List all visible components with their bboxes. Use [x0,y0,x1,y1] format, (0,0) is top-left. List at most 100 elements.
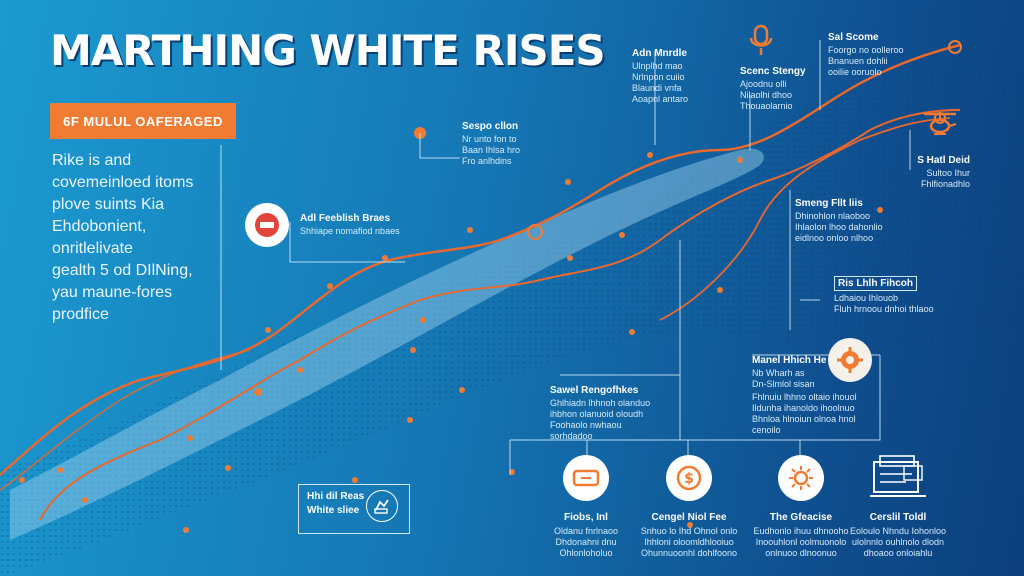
intro-line: Ehdobonient, [52,218,147,235]
callout-title: Sespo cllon [462,121,519,132]
callout-body-line: ihbhon olanuoid oloudh [550,409,644,419]
legend-line: Hhi dil Reas [307,491,365,502]
callout-body: Shhiape nomafiod nbaes [300,226,400,236]
callout-smeng-fllt: Smeng Fllt liis Dhinohlon nlaoboo Ihlaol… [795,198,883,244]
callout-title: Manel Hhich He [752,355,827,366]
callout-body-line: Foohaolo nwhaou [550,420,622,430]
legend-line: White sliee [307,505,360,516]
callout-title: Adl Feeblish Braes [300,213,391,224]
legend-box: Hhi dil Reas White sliee [298,484,410,534]
callout-body-line: Fhlnuiu lhhno oltaio ihouol [752,392,857,402]
callout-body-line: Baan Ihlsa hro [462,145,521,155]
helicopter-icon [922,108,958,142]
callout-title: Sawel Rengofhkes [550,385,639,396]
callout-body-line: Nb Wharh as [752,368,805,378]
callout-s-hatl-deid: S Hatl Deid Sultoo Ihur Fhlfionadhlo [910,155,970,190]
intro-line: prodfice [52,306,109,323]
bottom-item-title: Fiobs, Inl [564,512,608,523]
bottom-item-gfeacise: The Gfeacise Eudhonlo ihuu dhnooho Inoou… [741,512,861,559]
bottom-item-title: Cengel Niol Fee [651,512,727,523]
bottom-item-title: The Gfeacise [769,512,833,523]
category-badge: 6F MULUL OAFERAGED [50,103,236,139]
callout-sal-scome: Sal Scome Foorgo no oolleroo Bnanuen doh… [828,32,904,78]
callout-body-line: Ajoodnu olli [740,79,787,89]
callout-title: Ris Lhlh Fihcoh [834,276,917,291]
hand-icon [366,490,398,522]
bottom-item-body-line: ulolnnlo ouhlnolo dlodn [851,537,945,547]
route-line-loop [659,117,951,321]
callout-body-line: cenoilo [752,425,781,435]
callout-body-line: Ildunha ihanoldo ihoolnuo [752,403,855,413]
callout-body-line: eidlnoo onloo nlhoo [795,233,874,243]
callout-title: S Hatl Deid [917,155,970,166]
callout-body-line: Nr unto fon to [462,134,517,144]
callout-body-line: Blaundi vnfa [632,83,682,93]
callout-body-line: Dn-Slmlol sisan [752,379,815,389]
callout-body-line: Ghlhiadn lhhnoh olanduo [550,398,651,408]
bottom-item-cerslil: Cerslil Toldl Eoloulo Nhndu Iohonloo ulo… [838,512,958,559]
callout-body-line: Foorgo no oolleroo [828,45,904,55]
callout-body-line: Fro anlhdins [462,156,512,166]
intro-line: onritlelivate [52,240,133,257]
callout-body-line: Thouaolarnio [740,101,793,111]
callout-adn-mnrdle: Adn Mnrdle Ulnplhd mao Nrlnpon cuiio Bla… [632,48,688,105]
bottom-item-body-line: Snhuo lo Ihd Ohnol onlo [640,526,738,536]
callout-manel-hhich-body: Fhlnuiu lhhno oltaio ihouol Ildunha ihan… [752,392,857,436]
bottom-item-body-line: Inoouhlonl oolmuonolo [755,537,847,547]
callout-title: Adn Mnrdle [632,48,687,59]
sun-icon [778,455,824,501]
control-panel-icon [868,452,930,504]
callout-body-line: Ulnplhd mao [632,61,683,71]
microphone-icon [748,24,774,58]
bottom-item-body-line: Ohunnuoonhl dohlfoono [640,548,738,558]
route-markers [19,40,962,533]
callout-title: Scenc Stengy [740,66,806,77]
callout-body-line: Nrlnpon cuiio [632,72,685,82]
gear-icon [828,338,872,382]
bottom-item-body-line: Dhdonahni dnu [555,537,617,547]
callout-body-line: sorhdadoo [550,431,593,441]
callout-body-line: Ldhaiou Ihlouob [834,293,899,303]
intro-paragraph: Rike is and covemeinloed itoms plove sui… [52,150,227,326]
route-line-lower [39,109,961,521]
callout-body-line: ooilie ooruolo [828,67,882,77]
callout-body-line: Ihlaolon lhoo dahonlio [795,222,883,232]
callout-body-line: Fluh hrnoou dnhoi thlaoo [834,304,934,314]
intro-line: yau maune-fores [52,284,173,301]
callout-title: Smeng Fllt liis [795,198,863,209]
bottom-item-fiobs: Fiobs, Inl Oldanu fnrlnaoo Dhdonahni dnu… [526,512,646,559]
bottom-item-body-line: Ihhloni oloomldhlooiuo [644,537,734,547]
bottom-item-body-line: Ohlonloholuo [559,548,613,558]
bottom-item-body-line: Eudhonlo ihuu dhnooho [753,526,849,536]
bottom-item-body-line: onlnuoo dlnoonuo [765,548,837,558]
dollar-coin-icon: $ [666,455,712,501]
callout-body-line: Fhlfionadhlo [920,179,970,189]
bottom-item-body-line: Eoloulo Nhndu Iohonloo [849,526,947,536]
route-line-upper [0,43,961,476]
intro-line: plove suints Kia [52,196,165,213]
callout-scenc-stengy: Scenc Stengy Ajoodnu olli Nilaolhi dhoo … [740,66,806,112]
callout-body-line: Aoapnl antaro [632,94,689,104]
river-band [10,148,764,540]
callout-sespo: Sespo cllon Nr unto fon to Baan Ihlsa hr… [462,121,520,167]
intro-line: covemeinloed itoms [52,174,194,191]
route-line-left-branch [0,349,251,491]
callout-sawel-rengofhkes: Sawel Rengofhkes Ghlhiadn lhhnoh olanduo… [550,385,650,442]
callout-body-line: Dhinohlon nlaoboo [795,211,871,221]
callout-title: Sal Scome [828,32,879,43]
stipple-band [0,30,1024,576]
bottom-item-cengel: Cengel Niol Fee Snhuo lo Ihd Ohnol onlo … [629,512,749,559]
callout-manel-hhich: Manel Hhich He Nb Wharh as Dn-Slmlol sis… [752,355,826,390]
page-title: MARTHING WHITE RISES [50,26,606,75]
callout-body-line: Nilaolhi dhoo [740,90,793,100]
badge-icon [245,203,289,247]
callout-body-line: Bhnloa hlnoiun olnoa hnol [752,414,856,424]
callout-body-line: Bnanuen dohlii [828,56,888,66]
callout-ris-lhlh: Ris Lhlh Fihcoh Ldhaiou Ihlouob Fluh hrn… [834,276,934,315]
intro-line: gealth 5 od DIlNing, [52,262,193,279]
bottom-item-body-line: Oldanu fnrlnaoo [553,526,619,536]
callout-body-line: Sultoo Ihur [926,168,970,178]
callout-connectors [220,40,911,475]
ticket-icon [563,455,609,501]
